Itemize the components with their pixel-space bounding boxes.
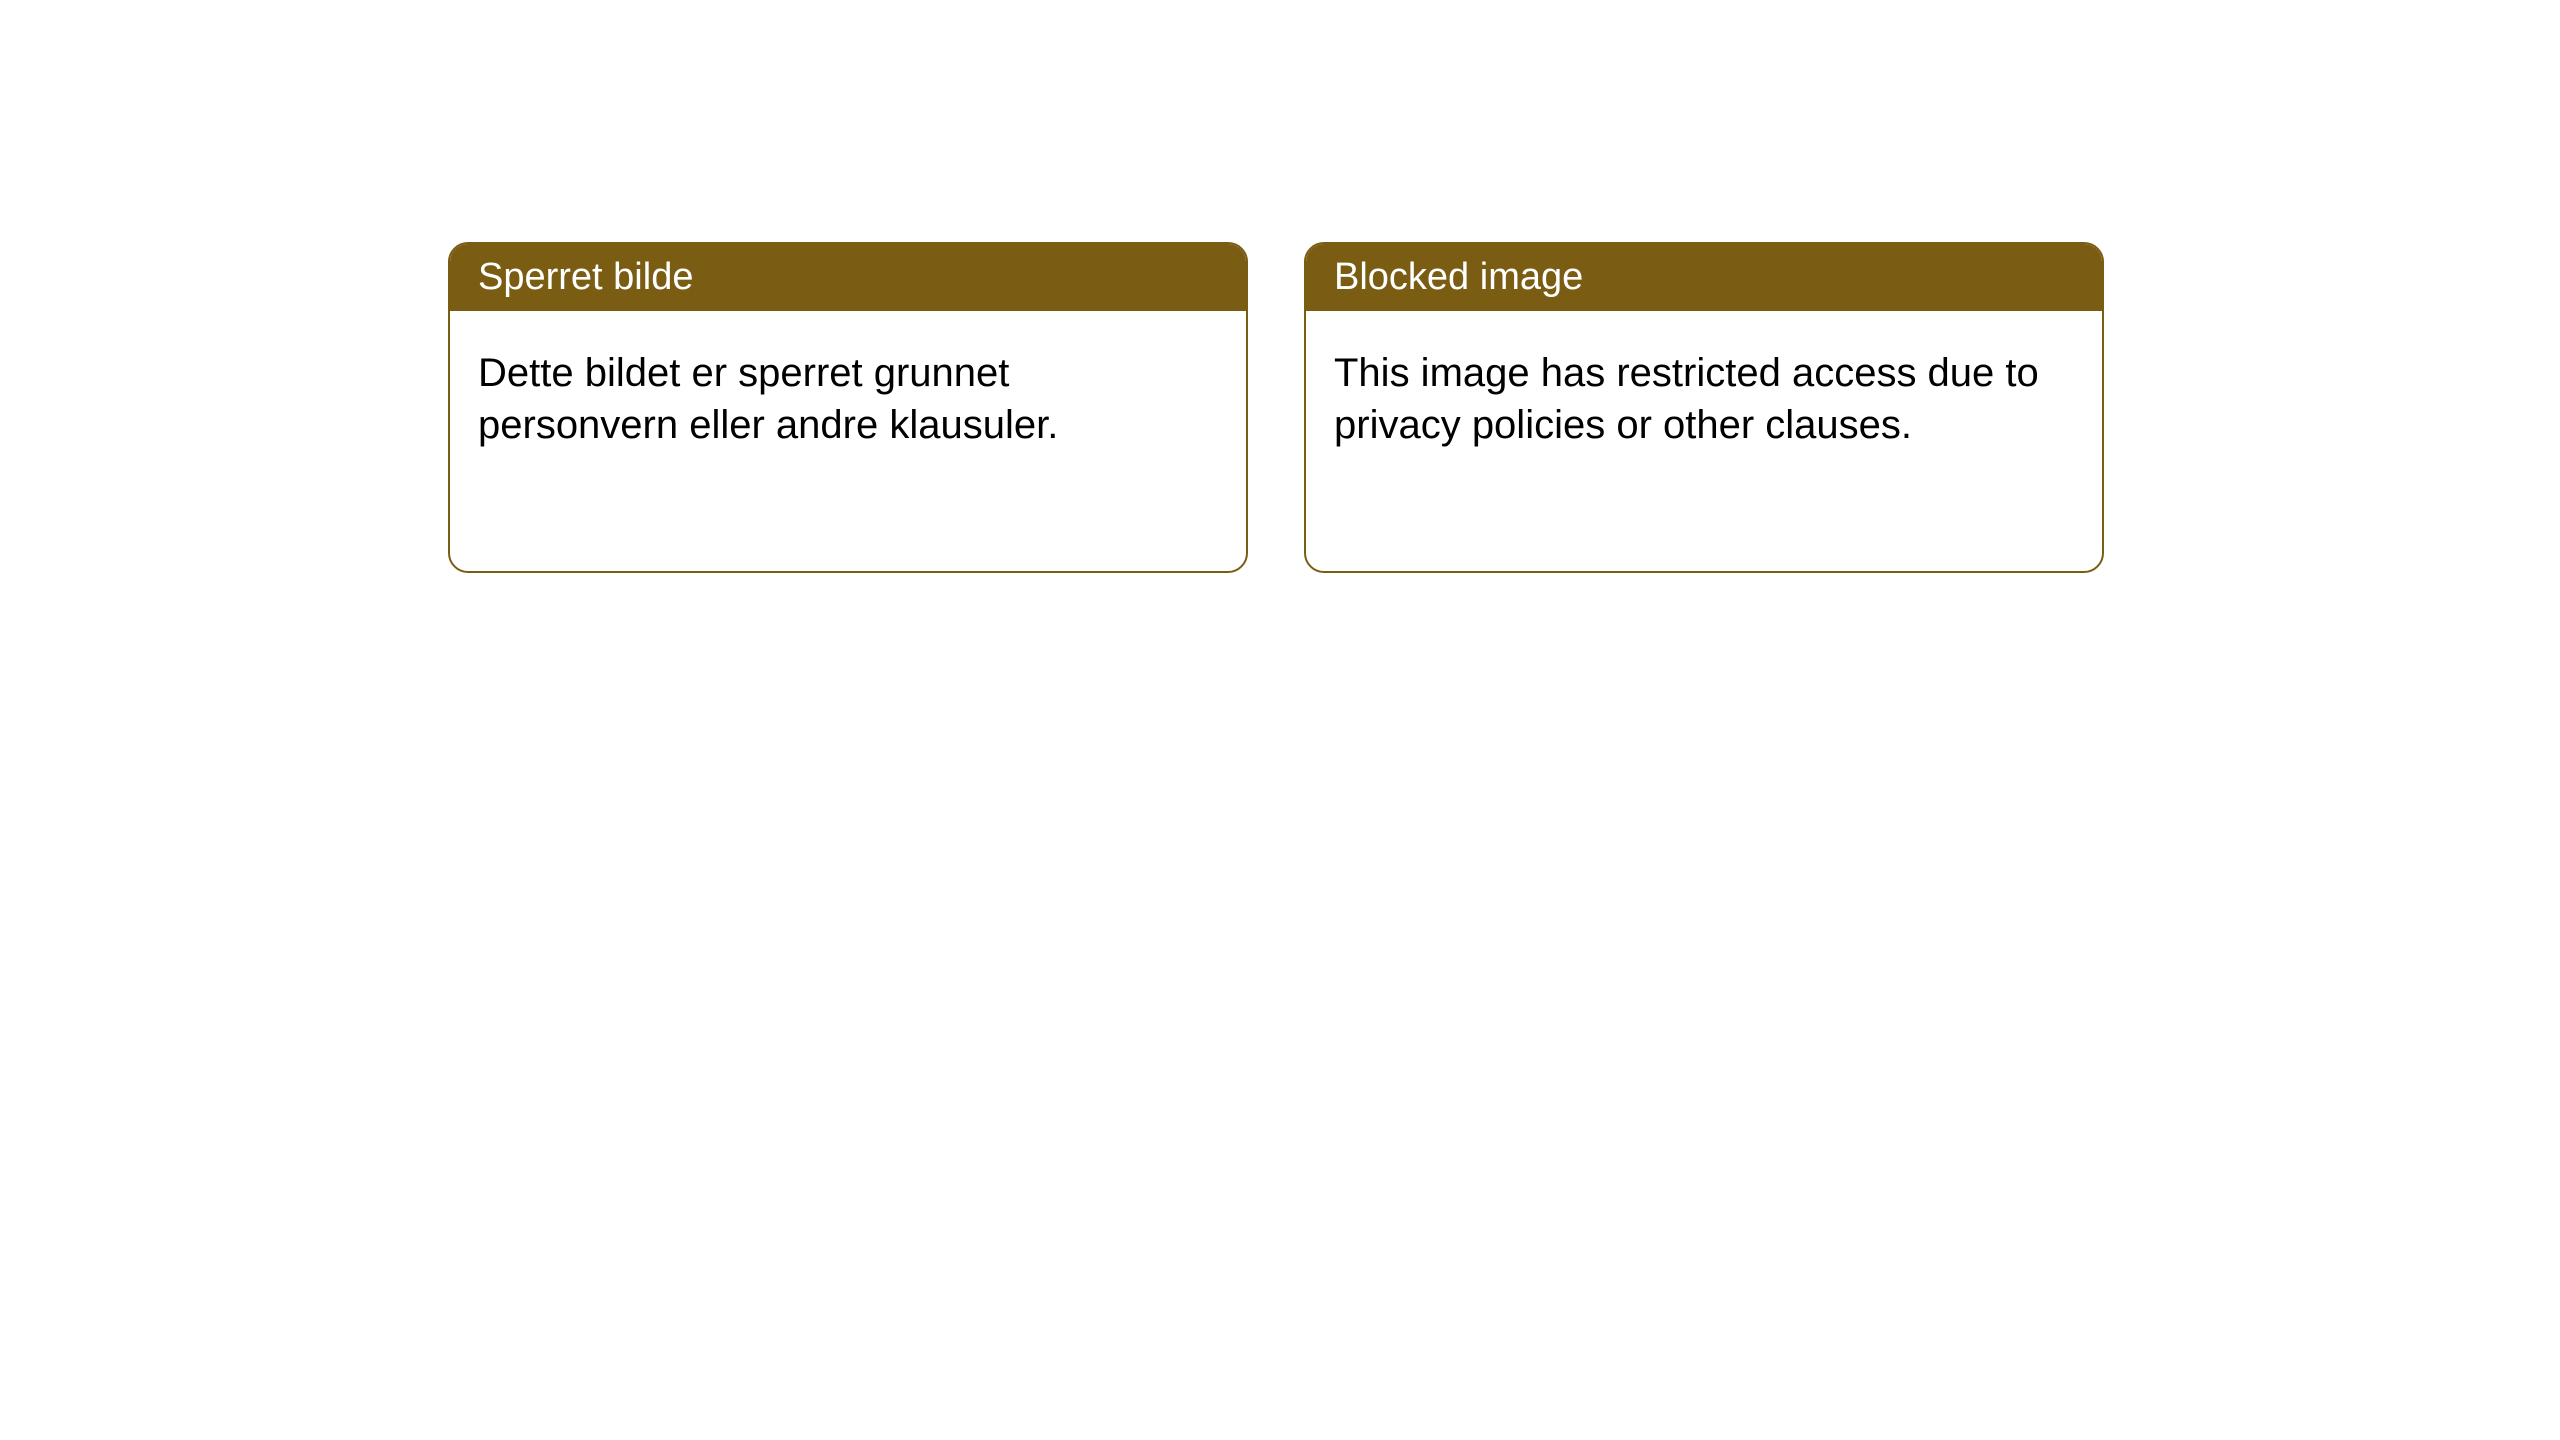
notice-cards-container: Sperret bilde Dette bildet er sperret gr…: [448, 242, 2104, 573]
card-body-en: This image has restricted access due to …: [1306, 311, 2102, 571]
card-body-no: Dette bildet er sperret grunnet personve…: [450, 311, 1246, 571]
card-title-en: Blocked image: [1334, 256, 1583, 298]
card-body-text-en: This image has restricted access due to …: [1334, 351, 2039, 447]
card-title-no: Sperret bilde: [478, 256, 693, 298]
card-header-en: Blocked image: [1306, 244, 2102, 311]
card-body-text-no: Dette bildet er sperret grunnet personve…: [478, 351, 1058, 447]
card-header-no: Sperret bilde: [450, 244, 1246, 311]
blocked-image-card-no: Sperret bilde Dette bildet er sperret gr…: [448, 242, 1248, 573]
blocked-image-card-en: Blocked image This image has restricted …: [1304, 242, 2104, 573]
